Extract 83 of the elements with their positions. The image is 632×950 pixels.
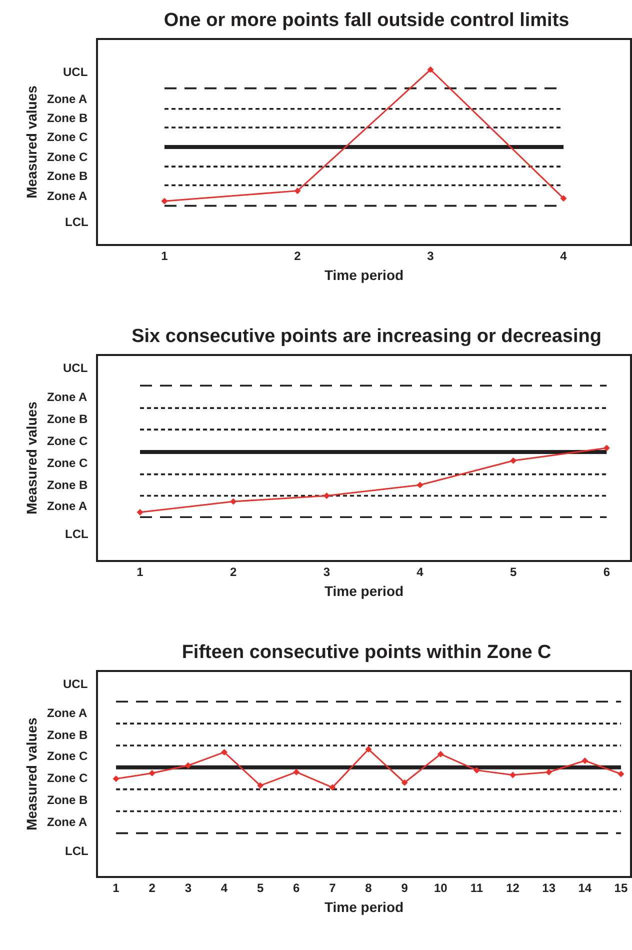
- x-tick-label: 4: [416, 565, 424, 580]
- x-tick-label: 2: [294, 249, 302, 264]
- x-tick-label: 5: [510, 565, 517, 580]
- text: Zone C: [47, 434, 88, 448]
- x-axis-title: Time period: [324, 582, 404, 599]
- x-axis-title: Time period: [324, 266, 404, 283]
- text: LCL: [65, 215, 88, 229]
- point: [112, 776, 120, 782]
- x-tick-label: 3: [184, 881, 192, 896]
- x-tick-label: 1: [161, 249, 168, 264]
- point: [510, 772, 516, 778]
- text: Zone B: [47, 169, 88, 183]
- point: [416, 482, 424, 488]
- text: UCL: [63, 65, 88, 79]
- point: [603, 444, 610, 452]
- x-tick-label: 2: [230, 565, 237, 580]
- point: [510, 457, 517, 464]
- text: Zone B: [47, 728, 88, 742]
- y-axis-title: Measured values: [23, 717, 40, 830]
- text: Zone C: [47, 150, 88, 164]
- point: [329, 784, 336, 791]
- x-tick-label: 14: [578, 881, 592, 896]
- x-tick-label: 8: [365, 881, 372, 896]
- x-tick-label: 7: [329, 881, 336, 896]
- point: [148, 770, 156, 776]
- point: [293, 768, 300, 776]
- x-tick-label: 10: [434, 881, 448, 896]
- text: Zone A: [47, 390, 88, 404]
- x-axis-title: Time period: [324, 898, 404, 915]
- text: Zone A: [47, 706, 88, 720]
- point: [161, 198, 168, 204]
- text: LCL: [65, 527, 88, 541]
- x-tick-label: 11: [470, 881, 484, 896]
- x-tick-label: 15: [614, 881, 628, 896]
- text: Zone A: [47, 499, 88, 513]
- x-tick-label: 4: [560, 249, 568, 264]
- text: Zone A: [47, 189, 88, 203]
- point: [230, 498, 237, 505]
- text: Zone B: [47, 412, 88, 426]
- chart-title: Six consecutive points are increasing or decreasing: [132, 326, 602, 347]
- point: [437, 750, 444, 758]
- text: LCL: [65, 844, 88, 858]
- text: Zone C: [47, 749, 88, 763]
- point: [427, 66, 434, 73]
- text: UCL: [63, 677, 88, 691]
- text: Zone B: [47, 478, 88, 492]
- point: [618, 770, 624, 778]
- x-tick-label: 9: [401, 881, 408, 896]
- point: [546, 768, 552, 776]
- x-tick-label: 6: [603, 565, 610, 580]
- text: Zone B: [47, 793, 88, 807]
- point: [473, 766, 480, 774]
- x-tick-label: 1: [136, 565, 144, 580]
- text: Zone A: [47, 92, 88, 106]
- text: Zone C: [47, 130, 88, 144]
- x-tick-label: 6: [293, 881, 300, 896]
- point: [560, 195, 567, 202]
- y-axis-title: Measured values: [23, 85, 40, 198]
- point: [184, 762, 192, 769]
- x-tick-label: 3: [427, 249, 434, 264]
- point: [365, 746, 372, 753]
- x-tick-label: 12: [506, 881, 520, 896]
- point: [294, 188, 301, 194]
- point: [136, 509, 144, 516]
- point: [401, 779, 408, 786]
- x-tick-label: 2: [148, 881, 156, 896]
- text: Zone C: [47, 771, 88, 785]
- x-tick-label: 3: [323, 565, 330, 580]
- text: Zone B: [47, 111, 88, 125]
- x-tick-label: 13: [542, 881, 556, 896]
- x-tick-label: 5: [256, 881, 264, 896]
- chart-title: One or more points fall outside control limits: [164, 10, 570, 31]
- point: [220, 748, 228, 756]
- text: Zone A: [47, 815, 88, 829]
- point: [257, 782, 264, 789]
- text: UCL: [63, 361, 88, 375]
- chart-title: Fifteen consecutive points within Zone C: [182, 642, 552, 663]
- point: [582, 757, 588, 764]
- x-tick-label: 4: [220, 881, 228, 896]
- x-tick-label: 1: [112, 881, 120, 896]
- point: [323, 492, 330, 499]
- text: Zone C: [47, 456, 88, 470]
- y-axis-title: Measured values: [23, 401, 40, 514]
